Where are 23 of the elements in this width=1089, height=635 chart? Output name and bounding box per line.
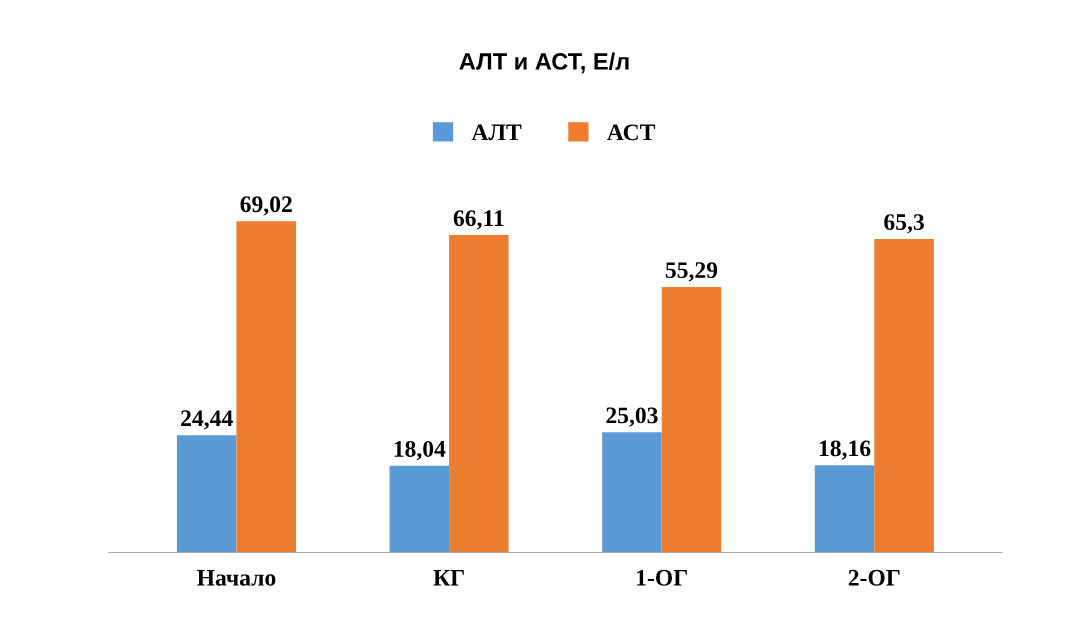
data-label: 25,03 [606,407,658,427]
x-tick-label: 2-ОГ [848,569,900,586]
data-label: 55,29 [665,262,718,282]
chart-title: АЛТ и АСТ, Е/л [459,52,629,74]
bar [661,287,722,553]
data-label: 66,11 [453,210,504,230]
legend-label: АЛТ [471,124,522,141]
data-label: 69,02 [240,196,292,216]
data-label: 24,44 [181,410,233,430]
bar [176,435,237,553]
bar [236,221,296,553]
legend-label: АСТ [606,124,656,141]
bar [449,235,509,553]
x-tick-label: 1-ОГ [637,569,687,586]
data-label: 18,04 [394,440,446,461]
data-label: 18,16 [819,440,871,460]
x-tick-label: КГ [433,570,464,586]
x-tick-label: Начало [197,570,276,586]
bar [602,432,662,553]
bar [389,465,450,553]
data-label: 65,3 [884,214,924,234]
bar [874,239,934,553]
bar [814,465,875,553]
